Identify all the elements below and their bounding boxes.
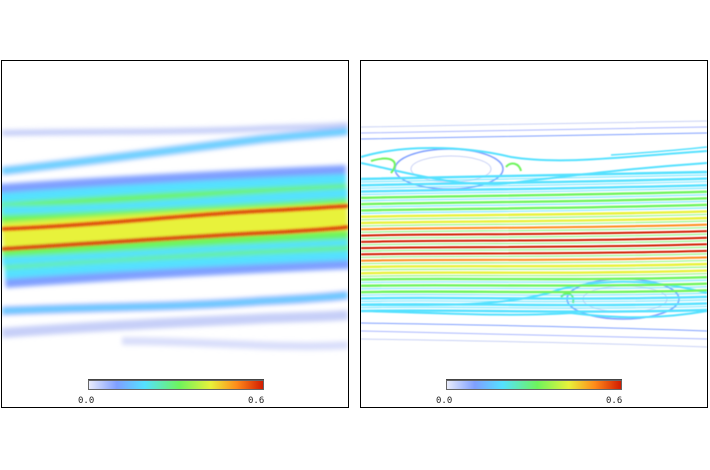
streamline (361, 308, 707, 313)
streamline-fill (361, 286, 707, 290)
streamline-fill (361, 194, 707, 202)
streamline (361, 203, 707, 212)
streamline-fill (361, 292, 707, 296)
right-colorbar (446, 380, 622, 390)
streamline-fill (361, 305, 707, 309)
streamline (361, 262, 707, 269)
left-field-plot (1, 60, 349, 408)
streamline (361, 230, 707, 237)
streamline (361, 197, 707, 206)
streamline-fill (361, 299, 707, 303)
right-field-plot (360, 60, 708, 408)
streamline-fill (361, 174, 707, 183)
streamline (361, 183, 707, 193)
streamline-fill (361, 233, 707, 240)
streamline (361, 243, 707, 250)
streamline-fill (361, 207, 707, 215)
streamline (361, 295, 707, 300)
streamline-fill (361, 259, 707, 265)
streamline-fill (361, 213, 707, 221)
streamline (361, 210, 707, 218)
streamline-fill (361, 220, 707, 227)
streamline-fill (361, 240, 707, 246)
streamline (361, 302, 707, 307)
streamline-fill (361, 253, 707, 259)
left-colorbar-min-label: 0.0 (78, 396, 95, 406)
left-colorbar-frame-line (88, 379, 264, 380)
streamline-fill (361, 246, 707, 252)
right-field-image (361, 120, 707, 348)
streamline (361, 289, 707, 294)
streamline (361, 282, 707, 288)
streamline (361, 236, 707, 243)
streamline-fill (361, 272, 707, 277)
streamline-fill (361, 187, 707, 196)
streamline (361, 216, 707, 225)
left-colorbar-max-label: 0.6 (248, 396, 265, 406)
streamline (361, 249, 707, 256)
right-colorbar-min-label: 0.0 (436, 396, 453, 406)
left-field-image (2, 122, 348, 351)
streamline (361, 275, 707, 281)
streamline (361, 223, 707, 231)
streamline (361, 256, 707, 262)
streamline-fill (361, 200, 707, 208)
left-colorbar (88, 380, 264, 390)
streamline-fill (361, 180, 707, 189)
streamline-fill (361, 226, 707, 233)
streamline (361, 177, 707, 187)
streamline (361, 269, 707, 275)
streamline-fill (361, 279, 707, 284)
right-colorbar-frame-line (446, 379, 622, 380)
right-colorbar-max-label: 0.6 (606, 396, 623, 406)
streamline (361, 190, 707, 200)
streamline (361, 170, 707, 181)
streamline-fill (361, 266, 707, 271)
